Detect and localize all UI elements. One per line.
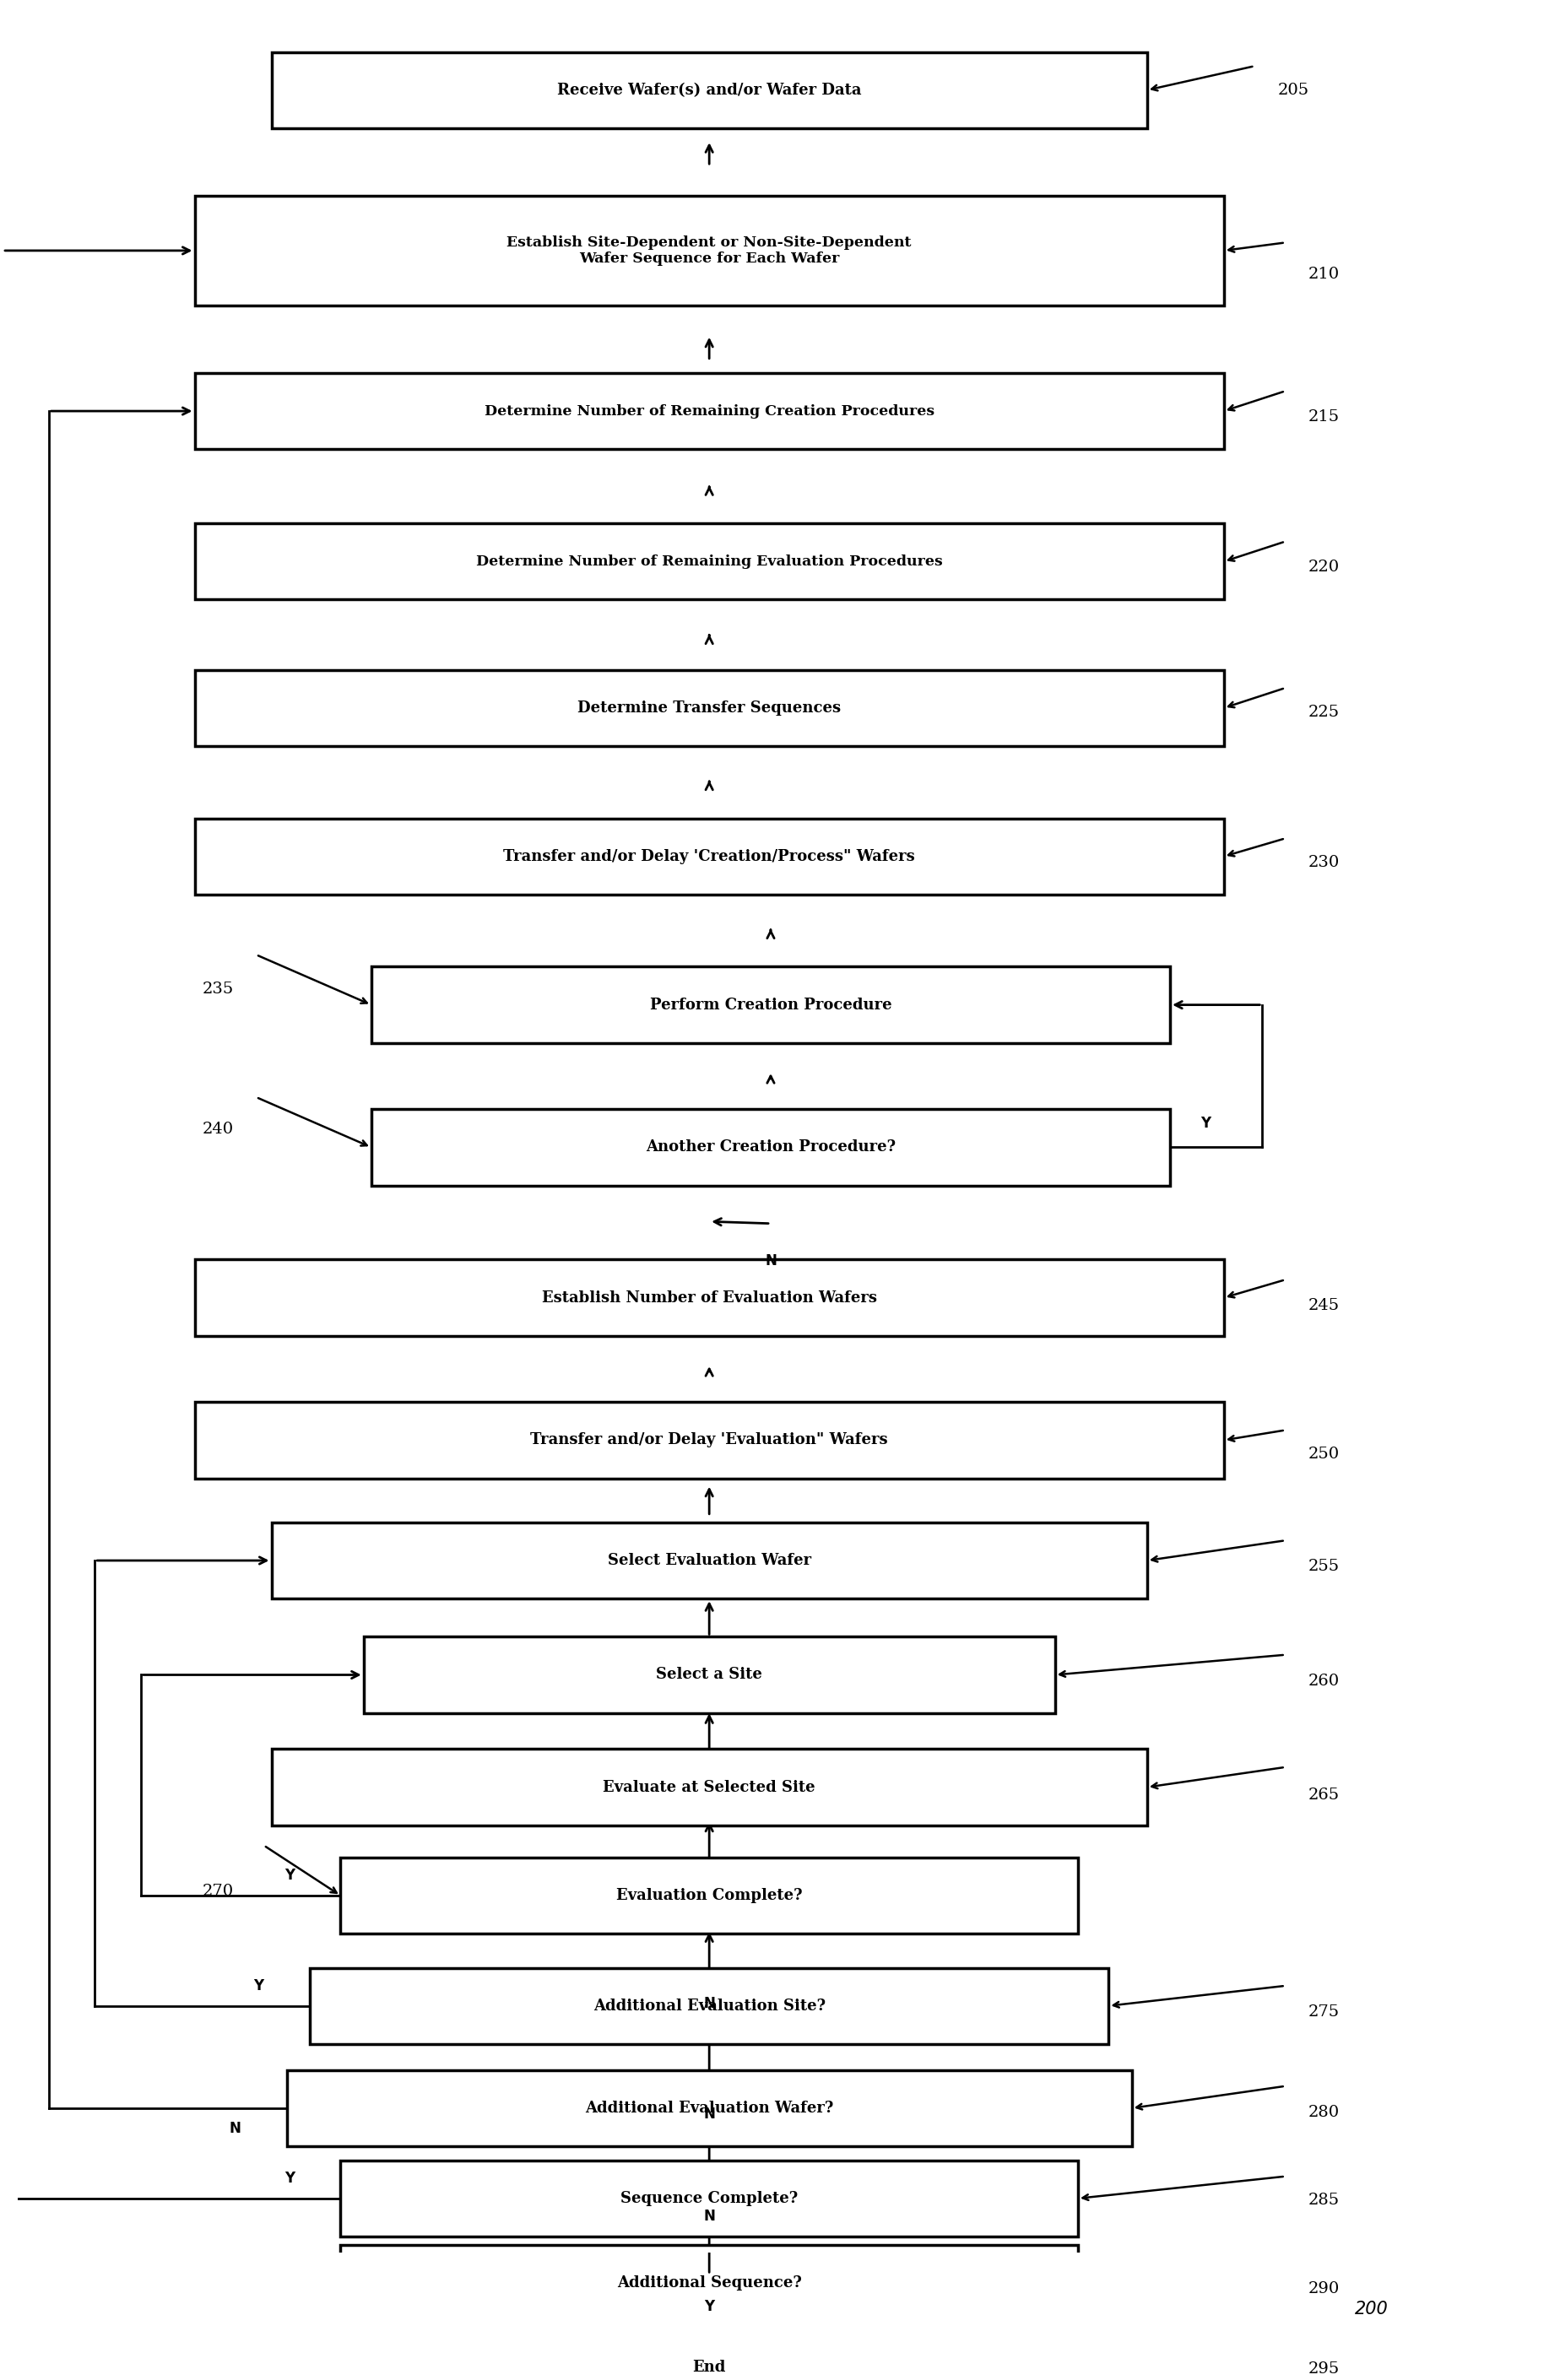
Text: 295: 295 [1309,2361,1340,2378]
Text: Another Creation Procedure?: Another Creation Procedure? [646,1140,895,1154]
Text: Establish Site-Dependent or Non-Site-Dependent
Wafer Sequence for Each Wafer: Establish Site-Dependent or Non-Site-Dep… [507,236,911,267]
Text: Determine Number of Remaining Evaluation Procedures: Determine Number of Remaining Evaluation… [476,555,942,569]
FancyBboxPatch shape [340,2244,1078,2320]
Text: N: N [704,2106,714,2121]
FancyBboxPatch shape [271,1749,1147,1825]
Text: 245: 245 [1309,1297,1340,1314]
Text: Y: Y [254,1978,264,1994]
Text: End: End [693,2359,725,2375]
FancyBboxPatch shape [432,2328,986,2380]
Text: Evaluate at Selected Site: Evaluate at Selected Site [604,1780,816,1795]
Text: 200: 200 [1354,2301,1388,2318]
Text: Select a Site: Select a Site [657,1668,763,1683]
Text: N: N [704,2209,714,2223]
Text: Additional Evaluation Wafer?: Additional Evaluation Wafer? [585,2102,833,2116]
Text: Determine Transfer Sequences: Determine Transfer Sequences [577,700,841,716]
FancyBboxPatch shape [371,1109,1170,1185]
Text: 240: 240 [203,1121,234,1138]
FancyBboxPatch shape [195,1402,1225,1478]
Text: Establish Number of Evaluation Wafers: Establish Number of Evaluation Wafers [541,1290,877,1304]
Text: 235: 235 [203,981,234,997]
Text: Y: Y [284,1868,295,1883]
Text: 230: 230 [1309,854,1340,871]
Text: Additional Sequence?: Additional Sequence? [616,2275,802,2290]
Text: 280: 280 [1309,2104,1340,2121]
FancyBboxPatch shape [195,669,1225,745]
Text: Evaluation Complete?: Evaluation Complete? [616,1887,802,1904]
Text: 255: 255 [1309,1559,1340,1573]
Text: 275: 275 [1309,2004,1340,2021]
Text: N: N [229,2121,240,2135]
Text: Y: Y [1201,1116,1211,1130]
FancyBboxPatch shape [195,195,1225,305]
FancyBboxPatch shape [310,1968,1109,2044]
Text: Additional Evaluation Site?: Additional Evaluation Site? [593,1999,825,2013]
Text: 260: 260 [1309,1673,1340,1687]
Text: 265: 265 [1309,1787,1340,1802]
FancyBboxPatch shape [340,2161,1078,2237]
FancyBboxPatch shape [195,524,1225,600]
FancyBboxPatch shape [271,1523,1147,1599]
Text: N: N [764,1254,777,1269]
FancyBboxPatch shape [287,2071,1131,2147]
Text: Perform Creation Procedure: Perform Creation Procedure [649,997,892,1012]
Text: Y: Y [704,2299,714,2313]
Text: 270: 270 [203,1885,234,1899]
Text: 215: 215 [1309,409,1340,424]
FancyBboxPatch shape [195,819,1225,895]
Text: 285: 285 [1309,2192,1340,2209]
FancyBboxPatch shape [340,1856,1078,1933]
FancyBboxPatch shape [195,1259,1225,1335]
Text: Determine Number of Remaining Creation Procedures: Determine Number of Remaining Creation P… [484,405,934,419]
Text: N: N [704,1997,714,2011]
Text: Y: Y [284,2171,295,2185]
Text: 220: 220 [1309,559,1340,576]
Text: Sequence Complete?: Sequence Complete? [621,2192,797,2206]
Text: 210: 210 [1309,267,1340,283]
Text: Transfer and/or Delay 'Evaluation" Wafers: Transfer and/or Delay 'Evaluation" Wafer… [530,1433,888,1447]
Text: 250: 250 [1309,1447,1340,1461]
FancyBboxPatch shape [363,1637,1055,1714]
Text: 225: 225 [1309,704,1340,719]
FancyBboxPatch shape [195,374,1225,450]
Text: Receive Wafer(s) and/or Wafer Data: Receive Wafer(s) and/or Wafer Data [557,83,861,98]
FancyBboxPatch shape [271,52,1147,129]
Text: Transfer and/or Delay 'Creation/Process" Wafers: Transfer and/or Delay 'Creation/Process"… [504,850,916,864]
Text: 205: 205 [1278,83,1309,98]
Text: Select Evaluation Wafer: Select Evaluation Wafer [607,1552,811,1568]
Text: 290: 290 [1309,2280,1340,2297]
FancyBboxPatch shape [371,966,1170,1042]
